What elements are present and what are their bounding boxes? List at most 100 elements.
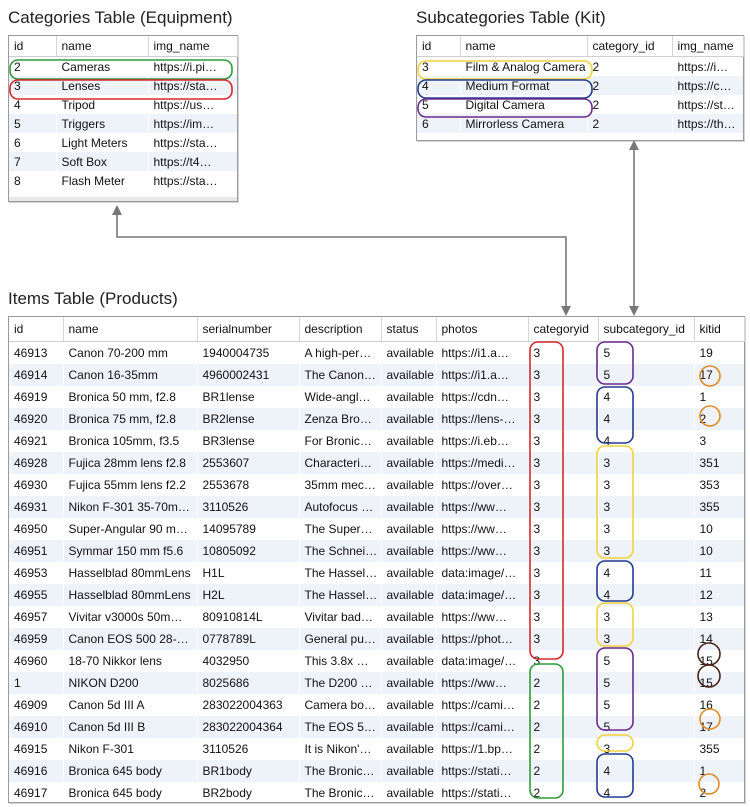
table-row[interactable]: 46915 Nikon F-301 3110526 It is Nikon'… avai… xyxy=(9,738,744,760)
categories-column-header[interactable]: img_name xyxy=(148,36,238,57)
items-cell: data:image/… xyxy=(436,584,528,606)
items-cell: Vivitar v3000s 50m… xyxy=(68,610,183,624)
table-row[interactable]: 46920 Bronica 75 mm, f2.8 BR2lense Zenza Br… xyxy=(9,408,744,430)
items-cell: The EOS 5… xyxy=(299,716,381,738)
table-row[interactable]: 46914 Canon 16-35mm 4960002431 The Canon… av… xyxy=(9,364,744,386)
categories-cell: Flash Meter xyxy=(61,173,125,188)
items-cell: H1L xyxy=(202,566,225,580)
table-row[interactable]: 7 Soft Box https://t4… xyxy=(9,152,237,171)
items-column-header[interactable]: name xyxy=(63,317,198,342)
items-cell: 3 xyxy=(533,346,541,360)
items-cell: available xyxy=(386,390,434,404)
table-row[interactable]: 46957 Vivitar v3000s 50m… 80910814L Vivitar… xyxy=(9,606,744,628)
items-cell: 2 xyxy=(528,760,598,782)
table-row[interactable]: 46960 18-70 Nikkor lens 4032950 This 3.8x …… xyxy=(9,650,744,672)
items-cell: https://1.bp… xyxy=(441,742,513,756)
items-cell: 3 xyxy=(533,566,541,580)
subcategories-column-header[interactable]: category_id xyxy=(587,36,673,57)
items-cell: 4 xyxy=(603,786,611,800)
table-row[interactable]: 46916 Bronica 645 body BR1body The Bronic… a… xyxy=(9,760,744,782)
subcategories-column-header[interactable]: id xyxy=(417,36,461,57)
items-cell: https://ww… xyxy=(436,540,528,562)
table-row[interactable]: 46953 Hasselblad 80mmLens H1L The Hassel… av… xyxy=(9,562,744,584)
items-cell: available xyxy=(381,672,436,694)
items-cell: Bronica 645 body xyxy=(63,760,197,782)
items-cell: available xyxy=(381,760,436,782)
items-cell: 5 xyxy=(598,672,694,694)
table-row[interactable]: 46913 Canon 70-200 mm 1940004735 A high-per… xyxy=(9,342,744,365)
items-cell: 11 xyxy=(699,566,712,580)
table-row[interactable]: 46931 Nikon F-301 35-70m… 3110526 Autofocus… xyxy=(9,496,744,518)
items-cell: available xyxy=(386,478,434,492)
items-cell: 46917 xyxy=(14,786,48,800)
items-cell: The Super… xyxy=(304,522,373,536)
table-row[interactable]: 4 Medium Format 2 https://c… xyxy=(417,76,743,95)
items-column-header[interactable]: id xyxy=(9,317,64,342)
items-cell: BR1body xyxy=(197,760,299,782)
items-cell: 3 xyxy=(603,742,611,756)
categories-column-header[interactable]: name xyxy=(56,36,149,57)
table-row[interactable]: 2 Cameras https://i.pi… xyxy=(9,57,237,77)
table-row[interactable]: 46917 Bronica 645 body BR2body The Bronic… a… xyxy=(9,782,744,804)
items-cell: 355 xyxy=(699,742,720,756)
table-row[interactable]: 5 Triggers https://im… xyxy=(9,114,237,133)
categories-column-header[interactable]: id xyxy=(9,36,57,57)
items-cell: Bronica 50 mm, f2.8 xyxy=(68,390,176,404)
items-cell: 46909 xyxy=(14,698,48,712)
categories-scrollbar[interactable] xyxy=(9,197,237,201)
items-column-header[interactable]: description xyxy=(299,317,382,342)
table-row[interactable]: 8 Flash Meter https://sta… xyxy=(9,171,237,190)
items-column-header[interactable]: subcategory_id xyxy=(598,317,695,342)
subcategories-column-header[interactable]: img_name xyxy=(672,36,744,57)
subcategories-header-row: id name category_id img_name xyxy=(417,36,744,57)
subcategories-cell: Mirrorless Camera xyxy=(460,114,587,133)
table-row[interactable]: 46919 Bronica 50 mm, f2.8 BR1lense Wide-ang… xyxy=(9,386,744,408)
items-cell: 46913 xyxy=(14,346,48,360)
items-cell: Hasselblad 80mmLens xyxy=(68,566,191,580)
table-row[interactable]: 3 Film & Analog Camera 2 https://i… xyxy=(417,57,743,77)
table-row[interactable]: 46951 Symmar 150 mm f5.6 10805092 The Schne… xyxy=(9,540,744,562)
categories-cell: Cameras xyxy=(61,59,111,74)
items-cell: 5 xyxy=(603,698,611,712)
items-cell: Fujica 28mm lens f2.8 xyxy=(63,452,197,474)
items-cell: 46916 xyxy=(9,760,63,782)
items-column-header[interactable]: photos xyxy=(436,317,529,342)
items-cell: 46921 xyxy=(14,434,48,448)
subcategories-column-header[interactable]: name xyxy=(460,36,588,57)
items-header-row: id name serialnumber description status photo… xyxy=(9,317,745,342)
items-cell: The Schnei… xyxy=(299,540,381,562)
table-row[interactable]: 46909 Canon 5d III A 283022004363 Camera bo… xyxy=(9,694,744,716)
items-caption: Items Table (Products) xyxy=(8,289,178,308)
items-column-header[interactable]: kitid xyxy=(694,317,745,342)
table-row[interactable]: 6 Mirrorless Camera 2 https://th… xyxy=(417,114,743,133)
items-cell: https://cdn… xyxy=(441,390,509,404)
table-row[interactable]: 46930 Fujica 55mm lens f2.2 2553678 35mm me… xyxy=(9,474,744,496)
items-cell: 46930 xyxy=(14,478,48,492)
table-row[interactable]: 1 NIKON D200 8025686 The D200 … available htt… xyxy=(9,672,744,694)
table-row[interactable]: 46950 Super-Angular 90 m… 14095789 The Supe… xyxy=(9,518,744,540)
table-row[interactable]: 5 Digital Camera 2 https://st… xyxy=(417,95,743,114)
table-row[interactable]: 4 Tripod https://us… xyxy=(9,95,237,114)
table-row[interactable]: 3 Lenses https://sta… xyxy=(9,76,237,95)
items-cell: 1 xyxy=(9,672,63,694)
items-column-header[interactable]: status xyxy=(381,317,437,342)
items-cell: 15 xyxy=(699,654,713,668)
table-row[interactable]: 46921 Bronica 105mm, f3.5 BR3lense For Bron… xyxy=(9,430,744,452)
items-cell: 283022004364 xyxy=(197,716,299,738)
table-row[interactable]: 46955 Hasselblad 80mmLens H2L The Hassel… av… xyxy=(9,584,744,606)
table-row[interactable]: 46959 Canon EOS 500 28-… 0778789L General p… xyxy=(9,628,744,650)
items-cell: Camera bo… xyxy=(304,698,376,712)
items-cell: BR1lense xyxy=(202,390,255,404)
items-cell: https://i1.a… xyxy=(436,364,528,386)
items-cell: 10 xyxy=(699,522,713,536)
items-cell: available xyxy=(381,452,436,474)
subcategories-cell: 2 xyxy=(592,97,600,112)
items-cell: data:image/… xyxy=(441,654,517,668)
table-row[interactable]: 6 Light Meters https://sta… xyxy=(9,133,237,152)
table-row[interactable]: 46910 Canon 5d III B 283022004364 The EOS 5… xyxy=(9,716,744,738)
items-column-header[interactable]: categoryid xyxy=(528,317,599,342)
items-column-header[interactable]: serialnumber xyxy=(197,317,300,342)
items-cell: 46920 xyxy=(9,408,63,430)
table-row[interactable]: 46928 Fujica 28mm lens f2.8 2553607 Charact… xyxy=(9,452,744,474)
items-cell: 4 xyxy=(603,434,611,448)
